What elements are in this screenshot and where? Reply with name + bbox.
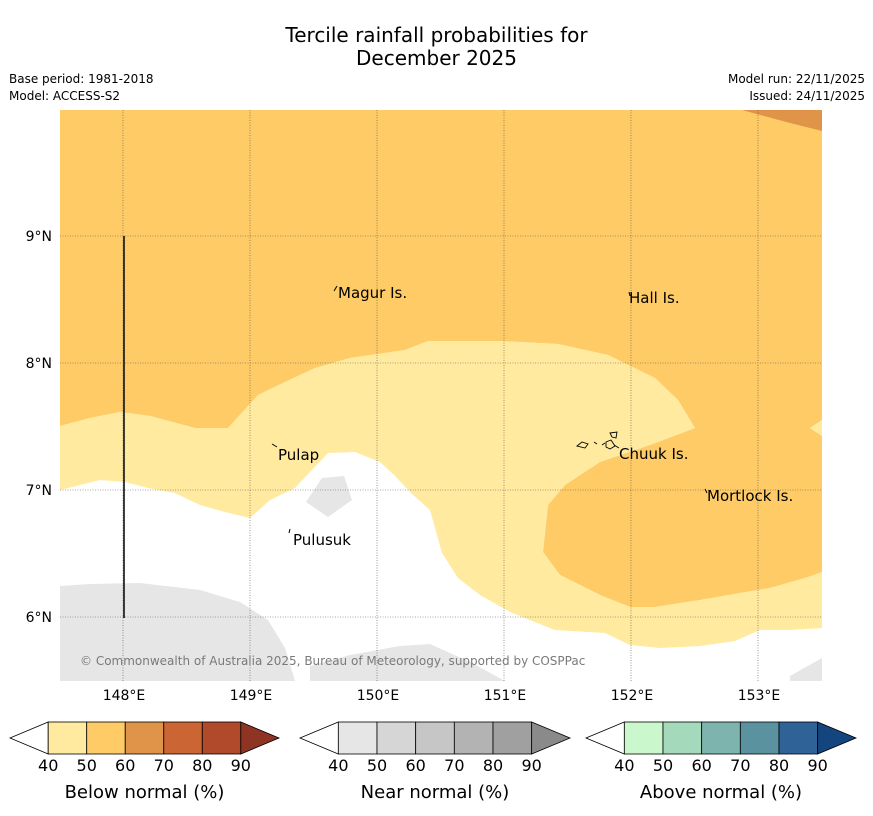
chuuk-lagoon-outline [576, 431, 620, 450]
colorbar-tick-label: 70 [730, 756, 750, 775]
below-normal-50-60-region [60, 110, 822, 607]
colorbar-tick-label: 50 [653, 756, 673, 775]
colorbars: 40 50 60 70 80 90 Below normal (%) 40 50 60 70 80 90… [8, 721, 858, 803]
lat-label-9n: 9°N [26, 229, 52, 245]
colorbar-segment [163, 721, 203, 755]
pulap-island-marker [271, 443, 278, 448]
colorbar-segment [337, 721, 378, 755]
place-labels: Magur Is. Hall Is. Pulap Chuuk Is. Mortl… [278, 284, 793, 549]
colorbar-tick-label: 90 [231, 756, 251, 775]
colorbar-tick-label: 90 [521, 756, 541, 775]
model-run: Model run: 22/11/2025 [727, 72, 865, 86]
lon-axis: 148°E 149°E 150°E 151°E 152°E 153°E [103, 688, 781, 704]
lat-axis: 9°N 8°N 7°N 6°N [26, 229, 52, 626]
place-label-magur: Magur Is. [338, 284, 407, 302]
colorbar-tick-label: 80 [483, 756, 503, 775]
place-label-hall: Hall Is. [629, 289, 680, 307]
colorbar-over-triangle [531, 721, 572, 755]
base-period: Base period: 1981-2018 [9, 72, 154, 86]
lon-label-153e: 153°E [738, 688, 781, 704]
mortlock-island-marker [704, 488, 708, 494]
near-normal-40-50-region-bottom [310, 644, 505, 681]
meta-left: Base period: 1981-2018 Model: ACCESS-S2 [9, 71, 154, 105]
colorbar-segment [623, 721, 664, 755]
colorbar-segment [124, 721, 165, 755]
below-normal-60-70-region [742, 110, 822, 131]
map-area: Magur Is. Hall Is. Pulap Chuuk Is. Mortl… [60, 110, 822, 681]
colorbar-label: Near normal (%) [361, 782, 510, 803]
lat-label-7n: 7°N [26, 483, 52, 499]
colorbar-tick-label: 40 [614, 756, 634, 775]
colorbar-segment [701, 721, 741, 755]
colorbar-tick-label: 90 [807, 756, 827, 775]
lon-label-152e: 152°E [611, 688, 654, 704]
hall-island-marker [628, 291, 631, 297]
lat-label-6n: 6°N [26, 610, 52, 626]
colorbar-under-triangle [298, 721, 339, 755]
copyright-text: © Commonwealth of Australia 2025, Bureau… [80, 654, 585, 668]
colorbar-segment [201, 721, 242, 755]
colorbar-label: Below normal (%) [65, 782, 225, 803]
colorbar-tick-label: 50 [367, 756, 387, 775]
colorbar-tick-label: 40 [328, 756, 348, 775]
colorbar-tick-label: 50 [77, 756, 97, 775]
colorbar-tick-label: 60 [115, 756, 135, 775]
place-label-chuuk: Chuuk Is. [619, 445, 688, 463]
colorbar-segment [86, 721, 126, 755]
colorbar-tick-label: 80 [769, 756, 789, 775]
colorbar-tick-label: 60 [405, 756, 425, 775]
near-normal-40-50-region-small [306, 476, 352, 517]
near-normal-40-50-region-south [60, 583, 295, 681]
place-label-pulap: Pulap [278, 446, 319, 464]
title-line-2: December 2025 [356, 46, 517, 70]
colorbar-tick-label: 60 [691, 756, 711, 775]
magur-island-marker [333, 285, 338, 292]
colorbar-over-triangle [817, 721, 858, 755]
colorbar-over-triangle [240, 721, 281, 755]
place-label-pulusuk: Pulusuk [293, 531, 351, 549]
colorbar-tick-label: 70 [444, 756, 464, 775]
colorbar-segment [376, 721, 417, 755]
lon-label-149e: 149°E [230, 688, 273, 704]
pulusuk-island-marker [288, 528, 291, 534]
colorbar-3: 40 50 60 70 80 90 Above normal (%) [584, 721, 858, 803]
colorbar-tick-label: 40 [38, 756, 58, 775]
model-name: Model: ACCESS-S2 [9, 89, 121, 103]
lon-label-151e: 151°E [484, 688, 527, 704]
below-normal-40-50-region-east [810, 420, 822, 436]
colorbar-segment [662, 721, 703, 755]
below-normal-40-50-region [60, 341, 822, 648]
colorbar-segment [415, 721, 455, 755]
island-markers [271, 285, 708, 534]
colorbar-segment [47, 721, 88, 755]
lat-label-8n: 8°N [26, 356, 52, 372]
colorbar-tick-label: 70 [154, 756, 174, 775]
meta-right: Model run: 22/11/2025 Issued: 24/11/2025 [728, 71, 865, 105]
colorbar-segment [739, 721, 780, 755]
issued-date: Issued: 24/11/2025 [749, 89, 865, 103]
colorbar-segment [453, 721, 494, 755]
colorbar-tick-label: 80 [192, 756, 212, 775]
title-line-1: Tercile rainfall probabilities for [285, 23, 588, 47]
map-title: Tercile rainfall probabilities for Decem… [0, 24, 873, 70]
gridlines [60, 110, 822, 681]
colorbar-segment [492, 721, 533, 755]
lon-label-150e: 150°E [357, 688, 400, 704]
near-normal-40-50-region-corner [790, 658, 822, 681]
colorbar-2: 40 50 60 70 80 90 Near normal (%) [298, 721, 572, 803]
colorbar-segment [778, 721, 819, 755]
colorbar-1: 40 50 60 70 80 90 Below normal (%) [8, 721, 281, 803]
lon-label-148e: 148°E [103, 688, 146, 704]
colorbar-under-triangle [584, 721, 625, 755]
colorbar-label: Above normal (%) [640, 782, 802, 803]
colorbar-under-triangle [8, 721, 49, 755]
place-label-mortlock: Mortlock Is. [707, 487, 793, 505]
